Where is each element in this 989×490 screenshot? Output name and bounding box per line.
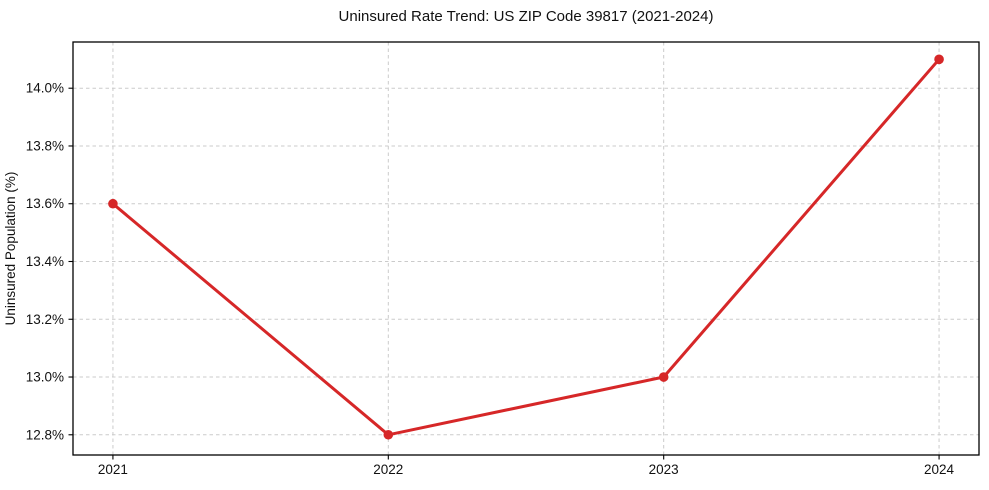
data-point: [658, 372, 669, 382]
y-axis-label: Uninsured Population (%): [3, 172, 18, 326]
y-tick-label: 12.8%: [26, 427, 64, 442]
data-point: [934, 54, 944, 65]
y-tick-label: 13.4%: [26, 254, 64, 269]
grid-layer: [73, 42, 979, 455]
trend-line: [111, 57, 941, 437]
x-tick-label: 2024: [924, 462, 955, 477]
x-tick-label: 2022: [373, 462, 403, 477]
y-tick-label: 13.6%: [26, 196, 64, 211]
data-point: [383, 429, 394, 440]
chart-title: Uninsured Rate Trend: US ZIP Code 39817 …: [339, 8, 714, 25]
data-point: [108, 198, 118, 209]
x-tick-label: 2023: [649, 462, 679, 477]
y-tick-label: 13.2%: [26, 312, 64, 327]
x-tick-label: 2021: [98, 462, 128, 477]
y-tick-label: 13.0%: [26, 370, 64, 385]
data-series-layer: [108, 54, 944, 440]
y-tick-label: 13.8%: [26, 138, 64, 153]
axes-layer: 12.8% 13.0% 13.2% 13.4% 13.6% 13.8% 14.0% 2021 2…: [26, 41, 980, 477]
plot-border: [72, 41, 980, 456]
y-tick-label: 14.0%: [26, 81, 64, 96]
